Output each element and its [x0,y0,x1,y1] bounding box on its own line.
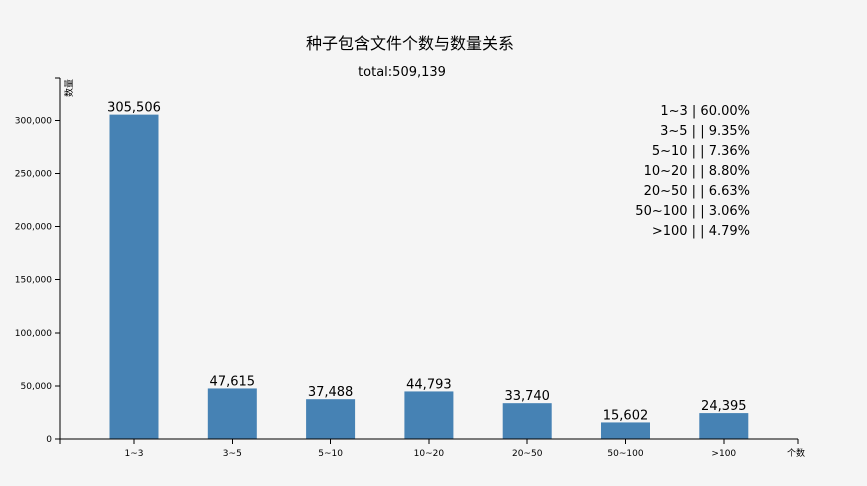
bar-4 [404,391,454,439]
legend-item: 1~3 | 60.00% [660,104,750,119]
y-ticks-group: 0 50,000 100,000 150,000 200,000 250,000 300,0… [15,116,60,445]
bar-7 [699,413,749,439]
x-ticks-group: 1~3 3~5 5~10 10~20 20~50 50~100 >100 [125,439,736,459]
bar-value-label: 15,602 [603,408,649,423]
y-axis-title: 数量 [63,79,75,97]
bar-3 [306,399,356,439]
x-tick-label: >100 [711,449,736,459]
bar-value-label: 305,506 [107,101,161,116]
chart-title: 种子包含文件个数与数量关系 [306,34,514,53]
chart-subtitle: total:509,139 [358,65,446,80]
bar-labels-group: 305,506 47,615 37,488 44,793 33,740 15,602 24,… [107,101,746,424]
bar-value-label: 37,488 [308,385,354,400]
legend-item: 3~5 | | 9.35% [660,124,750,139]
y-tick-label: 200,000 [15,223,52,233]
y-tick-label: 100,000 [15,329,52,339]
bar-1 [109,114,159,439]
bar-6 [601,422,650,439]
y-tick-label: 50,000 [21,382,53,392]
bar-value-label: 33,740 [504,389,550,404]
legend-item: >100 | | 4.79% [652,224,750,239]
y-tick-label: 300,000 [15,116,52,126]
x-tick-label: 50~100 [607,449,643,459]
y-tick-label: 150,000 [15,276,52,286]
bars-group [109,114,749,439]
bar-value-label: 47,615 [210,374,256,389]
legend-item: 5~10 | | 7.36% [652,144,750,159]
x-tick-label: 3~5 [223,449,242,459]
x-tick-label: 10~20 [414,449,445,459]
y-tick-label: 0 [46,435,52,445]
bar-value-label: 44,793 [406,377,452,392]
x-tick-label: 1~3 [125,449,144,459]
y-tick-label: 250,000 [15,170,52,180]
x-axis-title: 个数 [787,447,805,459]
legend-item: 20~50 | | 6.63% [644,184,750,199]
bar-5 [502,403,552,439]
bar-value-label: 24,395 [701,399,747,414]
x-tick-label: 20~50 [512,449,543,459]
x-tick-label: 5~10 [318,449,343,459]
legend-item: 10~20 | | 8.80% [644,164,750,179]
legend: 1~3 | 60.00% 3~5 | | 9.35% 5~10 | | 7.36% 1… [635,104,750,239]
legend-item: 50~100 | | 3.06% [635,204,750,219]
bar-2 [207,388,257,439]
